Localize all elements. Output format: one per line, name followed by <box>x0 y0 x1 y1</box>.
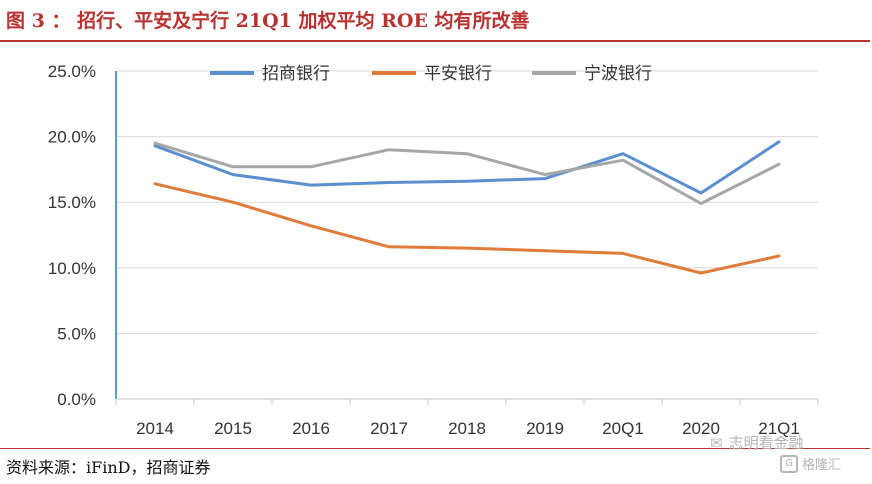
watermark: ✉ 志明看金融 G 格隆汇 <box>710 432 870 480</box>
brand-logo-icon: G <box>780 454 798 473</box>
wechat-icon: ✉ <box>710 433 723 452</box>
x-tick-label: 2017 <box>370 419 408 438</box>
x-tick-label: 21Q1 <box>758 419 800 438</box>
x-tick-label: 2016 <box>292 419 330 438</box>
x-tick-label: 2015 <box>214 419 252 438</box>
legend-label: 招商银行 <box>262 64 330 84</box>
source-divider <box>0 448 870 449</box>
legend-label: 宁波银行 <box>584 64 652 84</box>
x-tick-label: 2020 <box>682 419 720 438</box>
x-tick-label: 2018 <box>448 419 486 438</box>
x-tick-label: 2019 <box>526 419 564 438</box>
y-tick-label: 25.0% <box>48 62 96 81</box>
series-line <box>153 140 781 195</box>
y-tick-label: 20.0% <box>48 128 96 147</box>
x-tick-label: 2014 <box>136 419 174 438</box>
y-tick-label: 0.0% <box>57 390 96 409</box>
x-tick-label: 20Q1 <box>602 419 644 438</box>
watermark-account: 志明看金融 <box>728 434 804 452</box>
y-tick-label: 5.0% <box>57 324 96 343</box>
line-chart: 0.0% 5.0% 10.0% 15.0% 20.0% 25.0% 2014 2015 2016… <box>48 62 819 438</box>
series-line <box>153 182 781 275</box>
legend-label: 平安银行 <box>424 64 492 84</box>
watermark-brand: 格隆汇 <box>802 458 842 473</box>
figure-title: 图 3 ： 招行、平安及宁行 21Q1 加权平均 ROE 均有所改善 <box>6 10 530 32</box>
title-divider <box>0 40 870 42</box>
series-line <box>153 141 781 205</box>
y-tick-label: 10.0% <box>48 259 96 278</box>
y-tick-label: 15.0% <box>48 193 96 212</box>
source-note: 资料来源：iFinD，招商证券 <box>6 458 211 477</box>
